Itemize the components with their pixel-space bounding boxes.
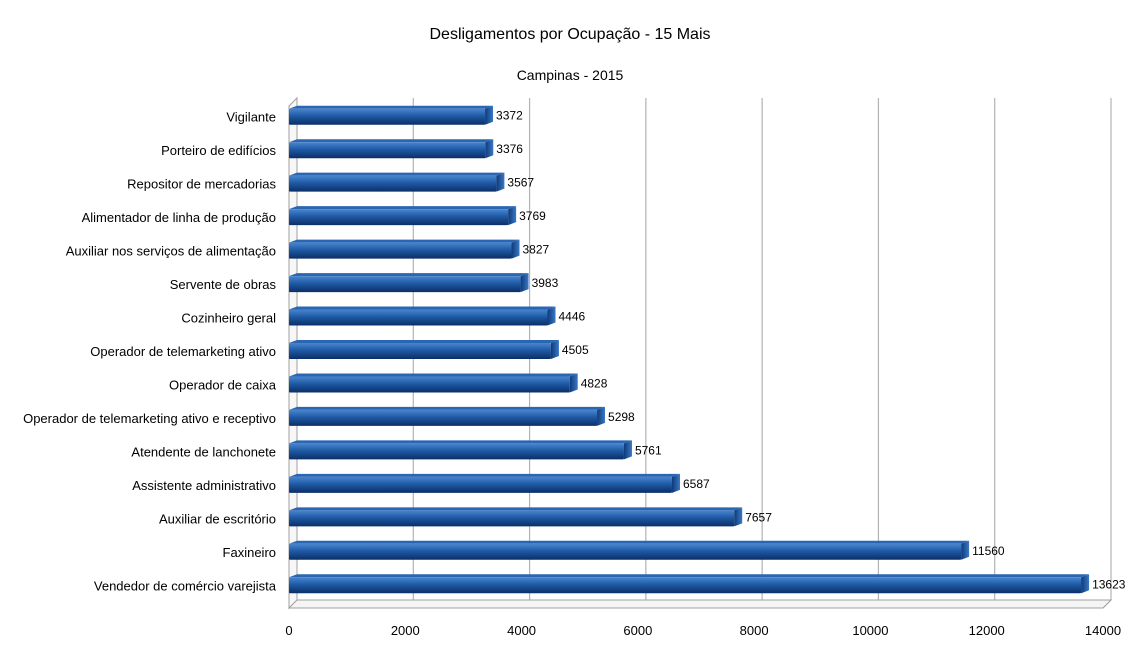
bar-top [289, 540, 970, 544]
bar-end [511, 239, 520, 259]
category-label: Atendente de lanchonete [131, 444, 276, 459]
bar-top [289, 239, 520, 243]
bar-top [289, 306, 556, 310]
bar-14 [289, 543, 962, 560]
bar-top [289, 340, 559, 343]
bar-top [289, 105, 494, 109]
bar-3 [289, 175, 497, 192]
data-label: 11560 [972, 544, 1005, 558]
x-tick-label: 12000 [969, 623, 1005, 638]
category-label: Vendedor de comércio varejista [94, 578, 277, 593]
bar-8 [289, 343, 551, 359]
data-label: 4505 [562, 343, 589, 357]
labels: 0 2000 4000 6000 8000 10000 12000 14000 Vigilant… [23, 109, 1126, 638]
category-label: Auxiliar nos serviços de alimentação [66, 244, 276, 259]
bar-end [961, 540, 970, 560]
bar-end [671, 473, 680, 493]
bar-1 [289, 108, 486, 125]
bar-10 [289, 409, 598, 426]
bar-2 [289, 142, 486, 159]
category-label: Cozinheiro geral [181, 311, 276, 326]
data-label: 5298 [608, 410, 635, 424]
bar-top [289, 406, 606, 410]
bar-end [496, 172, 505, 192]
bar-15 [289, 577, 1082, 594]
bar-12 [289, 476, 672, 493]
bar-9 [289, 376, 570, 393]
bar-top [289, 473, 680, 477]
x-tick-label: 10000 [852, 623, 888, 638]
data-label: 4828 [581, 376, 608, 390]
data-label: 7657 [745, 510, 772, 524]
bar-11 [289, 443, 624, 460]
x-tick-label: 0 [285, 623, 292, 638]
x-tick-label: 6000 [623, 623, 652, 638]
data-label: 3769 [519, 209, 546, 223]
category-label: Operador de telemarketing ativo e recept… [23, 411, 276, 426]
bar-end [508, 206, 517, 226]
category-label: Porteiro de edifícios [161, 143, 276, 158]
data-label: 4446 [559, 310, 586, 324]
category-label: Auxiliar de escritório [159, 511, 276, 526]
bar-end [550, 340, 559, 359]
bar-top [289, 440, 632, 444]
category-label: Assistente administrativo [132, 478, 276, 493]
bar-end [734, 507, 743, 527]
data-label: 13623 [1092, 577, 1126, 591]
bar-4 [289, 209, 509, 226]
bar-end [547, 306, 556, 326]
bar-end [623, 440, 632, 460]
data-label: 6587 [683, 477, 710, 491]
bar-end [1081, 574, 1090, 594]
x-axis-floor [287, 599, 1113, 609]
category-label: Repositor de mercadorias [127, 177, 276, 192]
bars [289, 105, 1090, 594]
data-label: 3827 [523, 243, 550, 257]
data-label: 3567 [507, 176, 534, 190]
data-label: 3372 [496, 109, 523, 123]
x-tick-label: 4000 [507, 623, 536, 638]
category-label: Faxineiro [223, 545, 276, 560]
category-label: Servente de obras [170, 277, 277, 292]
bar-7 [289, 309, 548, 326]
bar-end [520, 273, 529, 293]
data-label: 3983 [532, 276, 559, 290]
bar-end [569, 373, 578, 393]
bar-5 [289, 242, 512, 259]
bar-top [289, 373, 578, 377]
x-tick-label: 2000 [391, 623, 420, 638]
category-label: Operador de telemarketing ativo [90, 344, 276, 359]
bar-13 [289, 510, 735, 527]
bar-top [289, 507, 743, 511]
chart-subtitle: Campinas - 2015 [517, 67, 624, 83]
bar-top [289, 206, 517, 210]
bar-end [485, 139, 494, 159]
bar-top [289, 172, 505, 176]
bar-top [289, 574, 1090, 578]
x-tick-label: 8000 [740, 623, 769, 638]
bar-top [289, 139, 494, 143]
bar-top [289, 273, 529, 277]
bar-end [485, 105, 494, 125]
category-label: Operador de caixa [169, 377, 277, 392]
data-label: 5761 [635, 443, 662, 457]
bar-6 [289, 276, 521, 293]
data-label: 3376 [496, 142, 523, 156]
x-tick-label: 14000 [1085, 623, 1121, 638]
chart-title: Desligamentos por Ocupação - 15 Mais [429, 26, 710, 43]
bar-end [597, 406, 606, 426]
category-label: Alimentador de linha de produção [82, 210, 276, 225]
category-label: Vigilante [226, 110, 276, 125]
